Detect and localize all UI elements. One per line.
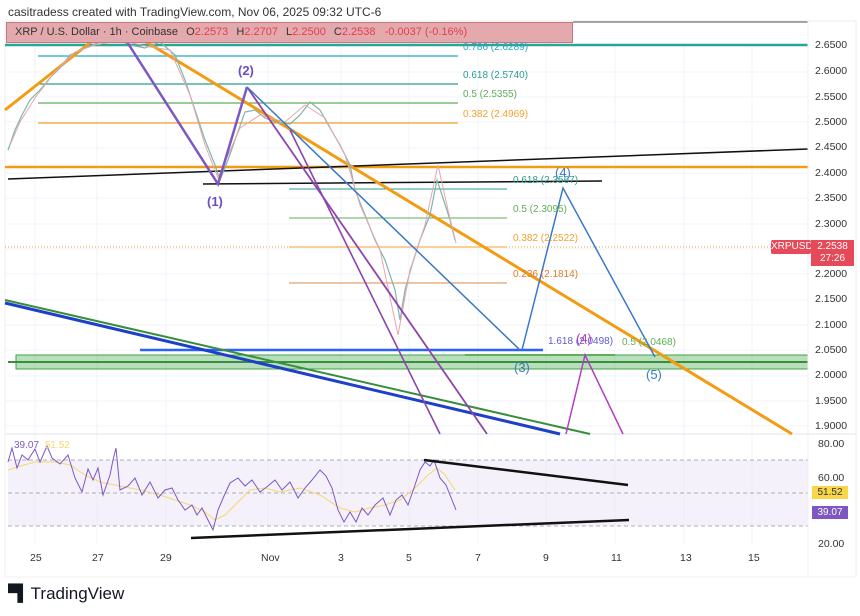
wave-label-1: (1) <box>207 194 223 209</box>
fib-label: 0.5 (2.5355) <box>463 89 517 100</box>
fib-label: 0.382 (2.2522) <box>513 233 579 244</box>
x-tick: 9 <box>543 552 549 564</box>
fib-label: 0.618 (2.5740) <box>463 70 529 81</box>
last-price-tag: 2.2538 27:26 <box>811 240 854 266</box>
y-tick: 2.3000 <box>815 218 848 230</box>
x-tick: 29 <box>160 552 172 564</box>
y-tick: 2.6500 <box>815 39 848 51</box>
x-tick: 27 <box>92 552 104 564</box>
x-tick: 11 <box>611 552 622 564</box>
tradingview-logo[interactable]: ▀▌ TradingView <box>8 584 124 604</box>
rsi-y-tick: 60.00 <box>818 472 845 484</box>
tradingview-logo-icon: ▀▌ <box>8 585 29 602</box>
rsi-y-tick: 80.00 <box>818 438 845 450</box>
change-value: -0.0037 (-0.16%) <box>384 26 468 38</box>
high-value: 2.2707 <box>244 26 278 38</box>
y-tick: 2.5000 <box>815 116 848 128</box>
fib-label: 0.236 (2.1814) <box>513 269 579 280</box>
tradingview-brand: TradingView <box>30 584 125 603</box>
rsi-ma-tag: 51.52 <box>812 486 848 499</box>
wave-label-4-purple: (4) <box>576 331 592 346</box>
fib-label: 0.382 (2.4969) <box>463 109 529 120</box>
y-tick: 2.1500 <box>815 293 848 305</box>
rsi-legend: 39.07 51.52 <box>14 440 70 451</box>
y-tick: 2.4000 <box>815 167 848 179</box>
y-tick: 2.4500 <box>815 141 848 153</box>
last-price: 2.2538 <box>817 241 848 252</box>
open-value: 2.2573 <box>194 26 229 38</box>
rsi-y-tick: 20.00 <box>818 538 845 550</box>
bar-countdown: 27:26 <box>819 253 846 264</box>
y-tick: 1.9500 <box>815 395 848 407</box>
wave-label-4-blue: (4) <box>555 165 571 180</box>
rsi-legend-ma: 51.52 <box>44 440 70 451</box>
fib-label: 0.618 (2.3567) <box>513 175 579 186</box>
chart-credit: casitradess created with TradingView.com… <box>8 5 382 19</box>
y-tick: 2.1000 <box>815 319 848 331</box>
y-tick: 2.2000 <box>815 268 848 280</box>
y-tick: 1.9000 <box>815 420 848 432</box>
symbol-price-tag: XRPUSD <box>771 240 813 254</box>
close-value: 2.2538 <box>341 26 376 38</box>
x-tick: Nov <box>261 552 280 564</box>
x-tick: 13 <box>680 552 692 564</box>
fib-label: 0.786 (2.6289) <box>463 42 529 53</box>
y-tick: 2.6000 <box>815 65 848 77</box>
fib-label: 0.5 (2.0468) <box>622 337 676 348</box>
wave-label-5: (5) <box>646 367 662 382</box>
x-tick: 3 <box>338 552 344 564</box>
low-value: 2.2500 <box>292 26 326 38</box>
wave-label-2: (2) <box>238 63 254 78</box>
y-tick: 2.0500 <box>815 344 848 356</box>
x-tick: 5 <box>406 552 412 564</box>
symbol-label[interactable]: XRP / U.S. Dollar · 1h · Coinbase <box>15 26 179 38</box>
x-tick: 15 <box>748 552 760 564</box>
rsi-legend-value: 39.07 <box>14 440 40 451</box>
x-tick: 25 <box>30 552 42 564</box>
wave-label-3: (3) <box>514 360 530 375</box>
ohlc-legend: XRP / U.S. Dollar · 1h · Coinbase O2.257… <box>6 22 573 43</box>
y-tick: 2.3500 <box>815 192 848 204</box>
x-tick: 7 <box>475 552 481 564</box>
y-tick: 2.0000 <box>815 369 848 381</box>
rsi-tag: 39.07 <box>812 506 848 519</box>
fib-label: 1.618 (2.0498) <box>548 336 614 347</box>
y-tick: 2.5500 <box>815 91 848 103</box>
fib-label: 0.5 (2.3095) <box>513 204 567 215</box>
